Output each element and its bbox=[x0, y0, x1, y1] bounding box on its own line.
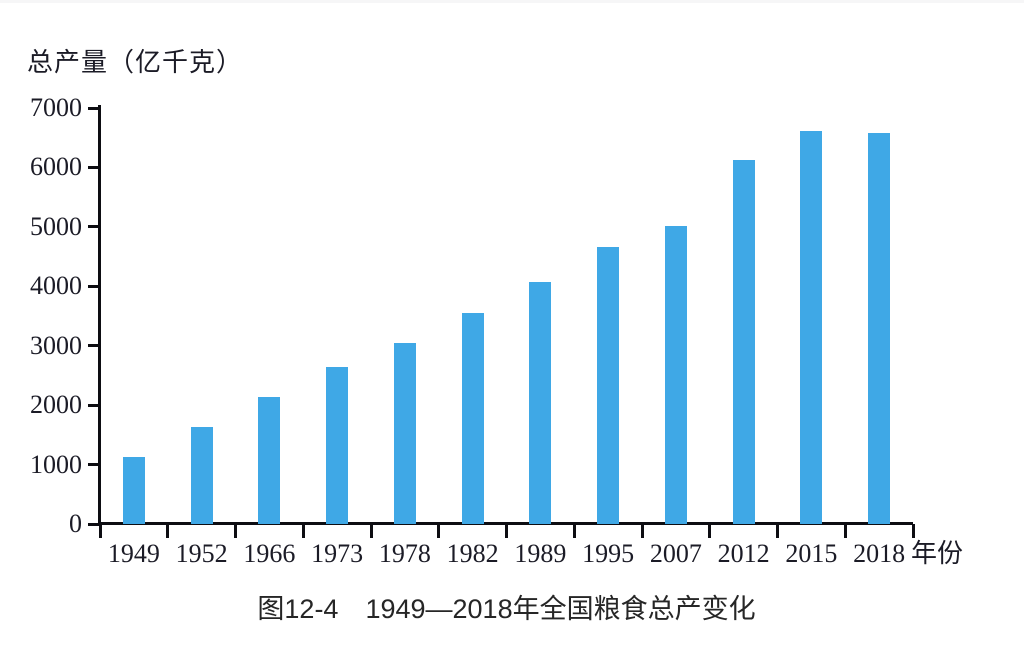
y-axis-title: 总产量（亿千克） bbox=[27, 48, 244, 77]
x-tick-label: 1952 bbox=[175, 539, 228, 568]
x-tick-mark bbox=[301, 524, 305, 538]
y-tick-mark bbox=[88, 522, 100, 526]
x-tick-label: 1973 bbox=[311, 539, 364, 568]
y-tick-label: 6000 bbox=[30, 152, 82, 182]
x-axis-line bbox=[98, 522, 913, 525]
y-tick-label: 2000 bbox=[30, 390, 82, 420]
x-tick-label: 1982 bbox=[446, 539, 499, 568]
x-tick-label: 2018 bbox=[853, 539, 906, 568]
x-tick-mark bbox=[369, 524, 373, 538]
y-tick-mark bbox=[88, 225, 100, 229]
x-tick-label: 2007 bbox=[649, 539, 702, 568]
x-tick-label: 1966 bbox=[243, 539, 296, 568]
y-tick-mark bbox=[88, 463, 100, 467]
x-tick-label: 2015 bbox=[785, 539, 838, 568]
y-tick-label: 1000 bbox=[30, 449, 82, 479]
x-tick-mark bbox=[776, 524, 779, 538]
bar-1973 bbox=[326, 366, 349, 524]
x-tick-label: 2012 bbox=[717, 539, 770, 568]
y-tick-label: 7000 bbox=[30, 93, 82, 122]
figure-caption: 图12-4 1949—2018年全国粮食总产变化 bbox=[0, 587, 1013, 626]
x-tick-label: 1995 bbox=[582, 539, 635, 568]
x-axis-unit-label: 年份 bbox=[911, 539, 964, 568]
y-tick-mark bbox=[88, 403, 100, 407]
bar-1949 bbox=[122, 456, 145, 524]
bar-2007 bbox=[664, 225, 687, 524]
bar-2012 bbox=[732, 160, 755, 524]
x-tick-mark bbox=[640, 524, 644, 538]
bar-1966 bbox=[258, 396, 281, 524]
x-tick-mark bbox=[708, 524, 712, 538]
bar-1989 bbox=[529, 281, 552, 524]
x-tick-label: 1978 bbox=[378, 539, 431, 568]
bar-2018 bbox=[868, 133, 891, 524]
bar-1952 bbox=[190, 426, 213, 524]
x-tick-mark bbox=[911, 524, 915, 538]
y-axis-line bbox=[98, 105, 101, 526]
y-tick-label: 5000 bbox=[30, 211, 82, 241]
x-tick-label: 1949 bbox=[107, 539, 160, 568]
figure-title: 1949—2018年全国粮食总产变化 bbox=[365, 594, 756, 624]
y-tick-label: 4000 bbox=[30, 271, 82, 301]
bar-1995 bbox=[597, 246, 620, 524]
y-tick-mark bbox=[88, 344, 100, 348]
x-tick-mark bbox=[98, 524, 102, 538]
page-edge-line bbox=[0, 0, 1024, 3]
y-tick-label: 0 bbox=[69, 509, 82, 538]
bar-1982 bbox=[461, 313, 484, 524]
y-tick-mark bbox=[88, 106, 100, 110]
y-tick-label: 3000 bbox=[30, 330, 82, 360]
x-tick-mark bbox=[234, 524, 237, 538]
figure-number: 图12-4 bbox=[257, 594, 339, 624]
y-tick-mark bbox=[88, 284, 100, 288]
x-tick-mark bbox=[166, 524, 170, 538]
x-tick-mark bbox=[843, 524, 847, 538]
bar-1978 bbox=[393, 342, 416, 524]
x-tick-mark bbox=[505, 524, 508, 538]
y-tick-mark bbox=[88, 165, 100, 169]
x-tick-mark bbox=[437, 524, 441, 538]
bar-2015 bbox=[800, 131, 823, 524]
x-tick-mark bbox=[572, 524, 576, 538]
x-tick-label: 1989 bbox=[514, 539, 567, 568]
